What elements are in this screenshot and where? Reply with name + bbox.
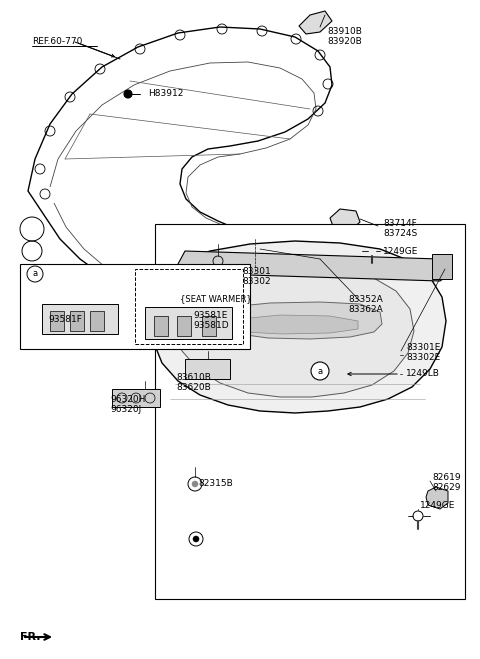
Bar [432,254,452,279]
Text: 82315B: 82315B [198,478,233,488]
Polygon shape [42,304,118,334]
Bar [155,224,465,599]
Polygon shape [175,267,414,397]
Text: REF.60-770: REF.60-770 [32,36,83,45]
Text: 83302E: 83302E [406,353,440,362]
Text: 82619: 82619 [432,473,461,482]
Polygon shape [299,11,332,34]
Circle shape [192,481,198,487]
Bar [154,316,168,336]
Bar [177,316,191,336]
Text: 93581D: 93581D [193,320,228,330]
Text: 83910B: 83910B [327,28,362,36]
Text: {SEAT WARMER}: {SEAT WARMER} [180,295,252,304]
Bar [20,264,250,349]
Text: 93581F: 93581F [48,314,82,324]
Polygon shape [185,359,230,379]
Text: 83620B: 83620B [176,382,211,391]
Polygon shape [145,307,232,339]
Text: 1249GE: 1249GE [383,246,419,256]
Polygon shape [178,251,446,281]
Text: 93581E: 93581E [193,310,228,320]
Circle shape [311,362,329,380]
Text: 1249LB: 1249LB [406,370,440,378]
Text: 83920B: 83920B [327,38,362,47]
Polygon shape [112,389,160,407]
Polygon shape [218,302,382,339]
Bar [90,311,104,331]
Circle shape [27,266,43,282]
Text: 83714F: 83714F [383,219,417,227]
Text: 83724S: 83724S [383,229,417,237]
Text: 82629: 82629 [432,482,460,492]
Bar [50,311,64,331]
Circle shape [124,90,132,98]
Text: 96320H: 96320H [110,395,145,403]
Text: 83352A: 83352A [348,295,383,304]
Text: H83912: H83912 [148,90,183,98]
Text: 83610B: 83610B [176,372,211,382]
Text: a: a [33,270,37,279]
Text: 96320J: 96320J [110,405,141,413]
Bar [135,269,243,344]
Bar [202,316,216,336]
Text: FR.: FR. [20,632,40,642]
Polygon shape [330,209,360,231]
Bar [70,311,84,331]
Circle shape [193,536,199,542]
Text: 83362A: 83362A [348,304,383,314]
Polygon shape [152,241,446,413]
Text: 83301: 83301 [242,266,271,275]
Polygon shape [426,487,448,509]
Polygon shape [28,27,332,289]
Text: a: a [317,366,323,376]
Text: 1249GE: 1249GE [420,500,456,509]
Text: 83301E: 83301E [406,343,440,351]
Polygon shape [238,315,358,334]
Text: 83302: 83302 [242,277,271,285]
